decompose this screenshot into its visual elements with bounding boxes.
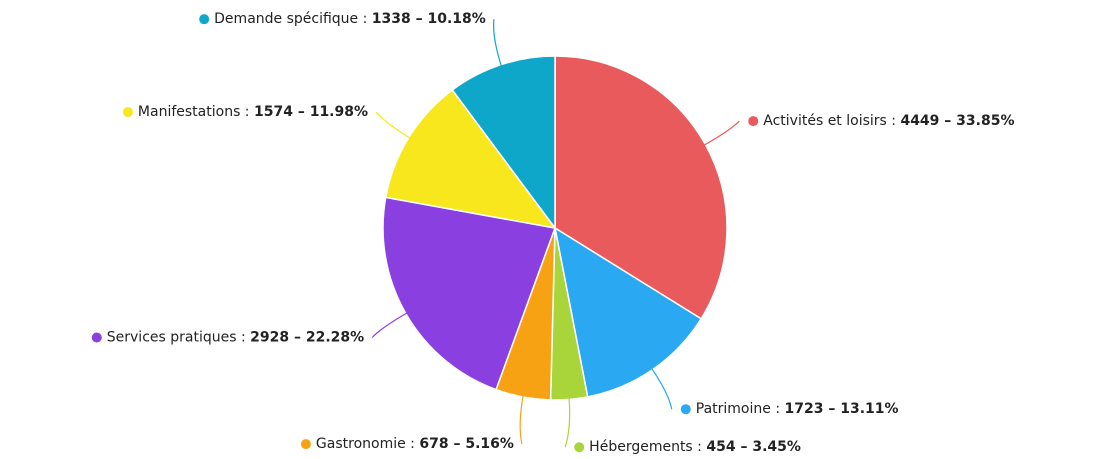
value-label: 678 – 5.16% <box>419 436 514 452</box>
slice-label: Manifestations : 1574 – 11.98% <box>138 104 368 120</box>
slice-label: Hébergements : 454 – 3.45% <box>589 439 801 455</box>
label-separator: : <box>358 11 372 27</box>
legend-dot <box>91 332 102 343</box>
slice-label: Gastronomie : 678 – 5.16% <box>316 436 514 452</box>
legend-dot <box>300 439 311 450</box>
legend-dot <box>574 442 585 453</box>
leader-line <box>701 120 740 147</box>
label-separator: : <box>240 104 254 120</box>
leader-line <box>371 311 410 338</box>
leader-line <box>492 19 503 69</box>
legend-dot <box>680 404 691 415</box>
label-separator: : <box>887 113 901 129</box>
category-name: Gastronomie <box>316 436 406 452</box>
legend-dot <box>748 116 759 127</box>
label-separator: : <box>771 401 785 417</box>
category-name: Hébergements <box>589 439 693 455</box>
category-name: Activités et loisirs <box>763 113 887 129</box>
category-name: Manifestations <box>138 104 240 120</box>
value-label: 454 – 3.45% <box>706 439 801 455</box>
slice-label: Services pratiques : 2928 – 22.28% <box>107 330 364 346</box>
value-label: 2928 – 22.28% <box>250 330 364 346</box>
label-separator: : <box>693 439 707 455</box>
category-name: Patrimoine <box>696 401 771 417</box>
leader-line <box>649 366 673 410</box>
value-label: 4449 – 33.85% <box>900 113 1014 129</box>
slice-label: Demande spécifique : 1338 – 10.18% <box>214 11 486 27</box>
slice-label: Patrimoine : 1723 – 13.11% <box>696 401 899 417</box>
leader-line <box>375 111 413 140</box>
legend-dot <box>122 107 133 118</box>
leader-line <box>519 392 525 445</box>
legend-dot <box>199 14 210 25</box>
value-label: 1574 – 11.98% <box>254 104 368 120</box>
category-name: Services pratiques <box>107 330 237 346</box>
value-label: 1338 – 10.18% <box>372 11 486 27</box>
label-separator: : <box>237 330 251 346</box>
category-name: Demande spécifique <box>214 11 358 27</box>
slice-label: Activités et loisirs : 4449 – 33.85% <box>763 113 1014 129</box>
leader-line <box>564 395 571 448</box>
value-label: 1723 – 13.11% <box>785 401 899 417</box>
label-separator: : <box>406 436 420 452</box>
